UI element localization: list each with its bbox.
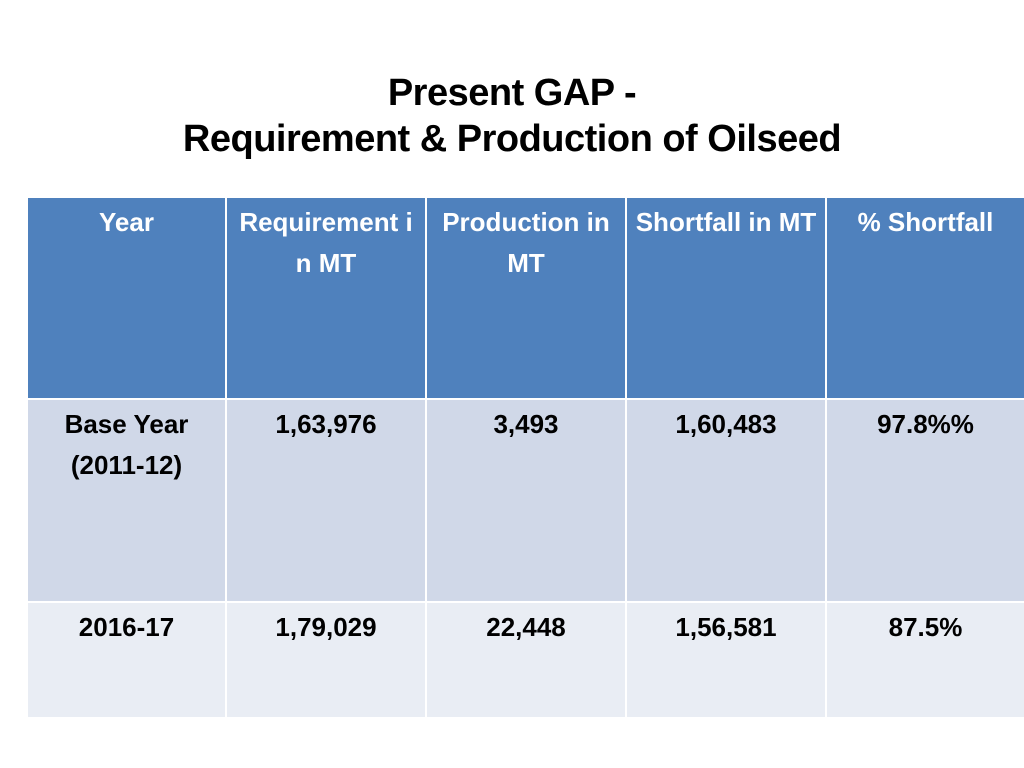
slide-title-line-1: Present GAP - — [387, 72, 637, 114]
header-production: Production in MT — [425, 196, 627, 400]
cell-production: 22,448 — [425, 601, 627, 719]
cell-year-line-1: Base Year — [64, 409, 189, 439]
table-header-row: Year Requirement in MT Production in MT … — [26, 196, 1024, 400]
cell-shortfall: 1,56,581 — [625, 601, 827, 719]
header-year: Year — [26, 196, 227, 400]
cell-shortfall: 1,60,483 — [625, 398, 827, 603]
cell-requirement: 1,79,029 — [225, 601, 427, 719]
table-row: 2016-17 1,79,029 22,448 1,56,581 87.5% — [26, 601, 1024, 719]
header-shortfall: Shortfall in MT — [625, 196, 827, 400]
oilseed-gap-table: Year Requirement in MT Production in MT … — [26, 196, 1024, 719]
cell-year: Base Year (2011-12) — [26, 398, 227, 603]
header-percent-shortfall: % Shortfall — [825, 196, 1024, 400]
cell-production: 3,493 — [425, 398, 627, 603]
cell-year-line-2: (2011-12) — [70, 450, 183, 480]
cell-year-line-1: 2016-17 — [78, 612, 175, 642]
slide-title: Present GAP - Requirement & Production o… — [0, 70, 1024, 162]
cell-requirement: 1,63,976 — [225, 398, 427, 603]
slide-title-line-2: Requirement & Production of Oilseed — [182, 118, 842, 160]
header-requirement: Requirement in MT — [225, 196, 427, 400]
cell-percent-shortfall: 87.5% — [825, 601, 1024, 719]
cell-percent-shortfall: 97.8%% — [825, 398, 1024, 603]
table-row: Base Year (2011-12) 1,63,976 3,493 1,60,… — [26, 398, 1024, 603]
cell-year: 2016-17 — [26, 601, 227, 719]
